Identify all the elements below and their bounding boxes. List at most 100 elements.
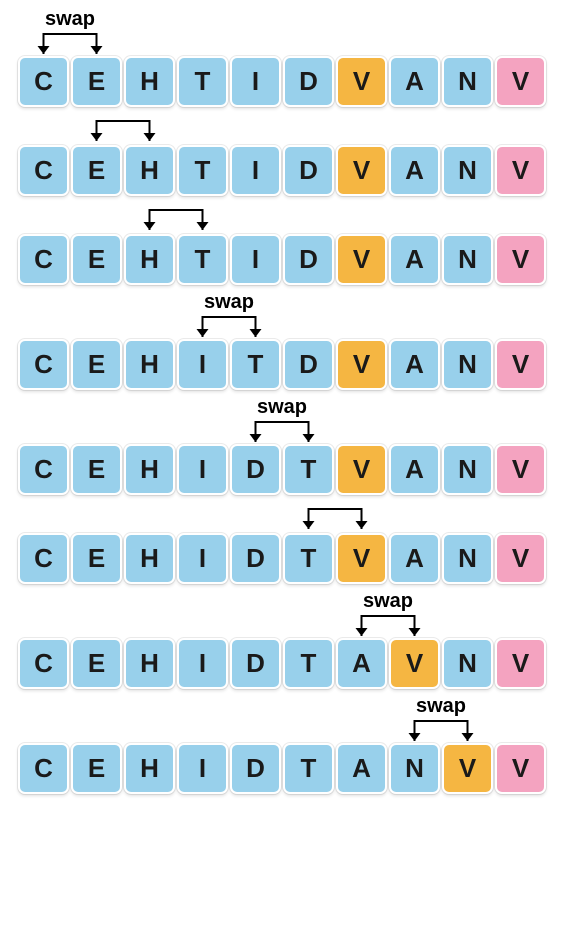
array-cell: C	[18, 56, 69, 107]
array-cell: H	[124, 339, 175, 390]
array-cell: N	[442, 444, 493, 495]
array-cell: C	[18, 444, 69, 495]
array-cell: E	[71, 533, 122, 584]
array-cell: T	[230, 339, 281, 390]
array-cell: V	[495, 339, 546, 390]
array-cell: A	[389, 145, 440, 196]
array-cell: D	[283, 339, 334, 390]
array-row: CEHIDTVANV	[18, 444, 554, 495]
array-cell: H	[124, 743, 175, 794]
array-cell: H	[124, 145, 175, 196]
array-cell: E	[71, 339, 122, 390]
array-cell: H	[124, 533, 175, 584]
array-cell: N	[442, 145, 493, 196]
array-cell: A	[336, 743, 387, 794]
array-cell: T	[283, 444, 334, 495]
array-cell: I	[177, 743, 228, 794]
array-cell: D	[230, 743, 281, 794]
array-cell: I	[230, 145, 281, 196]
swap-indicator: swap	[18, 697, 554, 743]
array-cell: A	[389, 234, 440, 285]
array-cell: E	[71, 743, 122, 794]
array-cell: T	[177, 56, 228, 107]
array-row: CEHTIDVANV	[18, 56, 554, 107]
array-cell: V	[495, 533, 546, 584]
array-cell: V	[389, 638, 440, 689]
array-row: CEHTIDVANV	[18, 234, 554, 285]
array-cell: V	[336, 339, 387, 390]
array-cell: D	[230, 533, 281, 584]
array-cell: A	[336, 638, 387, 689]
array-cell: D	[283, 145, 334, 196]
swap-indicator: swap	[18, 398, 554, 444]
array-cell: D	[283, 56, 334, 107]
swap-indicator	[18, 503, 554, 533]
array-cell: V	[336, 234, 387, 285]
swap-label: swap	[363, 590, 413, 613]
array-cell: E	[71, 56, 122, 107]
array-cell: A	[389, 533, 440, 584]
array-cell: E	[71, 638, 122, 689]
array-cell: N	[442, 56, 493, 107]
array-cell: T	[283, 743, 334, 794]
array-cell: D	[230, 444, 281, 495]
array-cell: N	[389, 743, 440, 794]
array-cell: H	[124, 234, 175, 285]
array-cell: V	[495, 638, 546, 689]
array-cell: V	[495, 145, 546, 196]
array-cell: I	[230, 56, 281, 107]
array-cell: C	[18, 234, 69, 285]
array-cell: C	[18, 638, 69, 689]
step-3: swap CEHITDVANV	[18, 293, 554, 390]
array-cell: A	[389, 444, 440, 495]
array-cell: V	[495, 743, 546, 794]
array-cell: V	[495, 444, 546, 495]
array-cell: V	[442, 743, 493, 794]
step-1: CEHTIDVANV	[18, 115, 554, 196]
array-cell: I	[177, 533, 228, 584]
array-cell: T	[283, 533, 334, 584]
array-cell: C	[18, 339, 69, 390]
array-cell: H	[124, 444, 175, 495]
array-cell: I	[230, 234, 281, 285]
array-row: CEHITDVANV	[18, 339, 554, 390]
swap-indicator	[18, 204, 554, 234]
array-cell: I	[177, 339, 228, 390]
array-cell: N	[442, 638, 493, 689]
array-cell: C	[18, 533, 69, 584]
step-7: swap CEHIDTANVV	[18, 697, 554, 794]
array-cell: A	[389, 339, 440, 390]
array-cell: T	[283, 638, 334, 689]
array-cell: A	[389, 56, 440, 107]
array-row: CEHIDTANVV	[18, 743, 554, 794]
array-cell: V	[336, 145, 387, 196]
array-row: CEHIDTAVNV	[18, 638, 554, 689]
array-cell: C	[18, 145, 69, 196]
array-cell: V	[495, 56, 546, 107]
step-5: CEHIDTVANV	[18, 503, 554, 584]
array-cell: C	[18, 743, 69, 794]
step-4: swap CEHIDTVANV	[18, 398, 554, 495]
array-cell: V	[336, 444, 387, 495]
swap-label: swap	[416, 695, 466, 718]
swap-indicator: swap	[18, 592, 554, 638]
array-cell: I	[177, 638, 228, 689]
array-cell: D	[283, 234, 334, 285]
array-cell: T	[177, 234, 228, 285]
array-cell: N	[442, 533, 493, 584]
array-cell: V	[336, 533, 387, 584]
swap-indicator	[18, 115, 554, 145]
swap-label: swap	[257, 396, 307, 419]
array-cell: I	[177, 444, 228, 495]
array-row: CEHTIDVANV	[18, 145, 554, 196]
step-0: swap CEHTIDVANV	[18, 10, 554, 107]
sort-diagram: swap CEHTIDVANV CEHTIDVANV CEHTIDVANVswa…	[18, 10, 554, 794]
array-cell: D	[230, 638, 281, 689]
array-cell: V	[336, 56, 387, 107]
array-cell: E	[71, 444, 122, 495]
swap-indicator: swap	[18, 293, 554, 339]
array-cell: T	[177, 145, 228, 196]
array-cell: N	[442, 234, 493, 285]
step-6: swap CEHIDTAVNV	[18, 592, 554, 689]
swap-label: swap	[204, 291, 254, 314]
